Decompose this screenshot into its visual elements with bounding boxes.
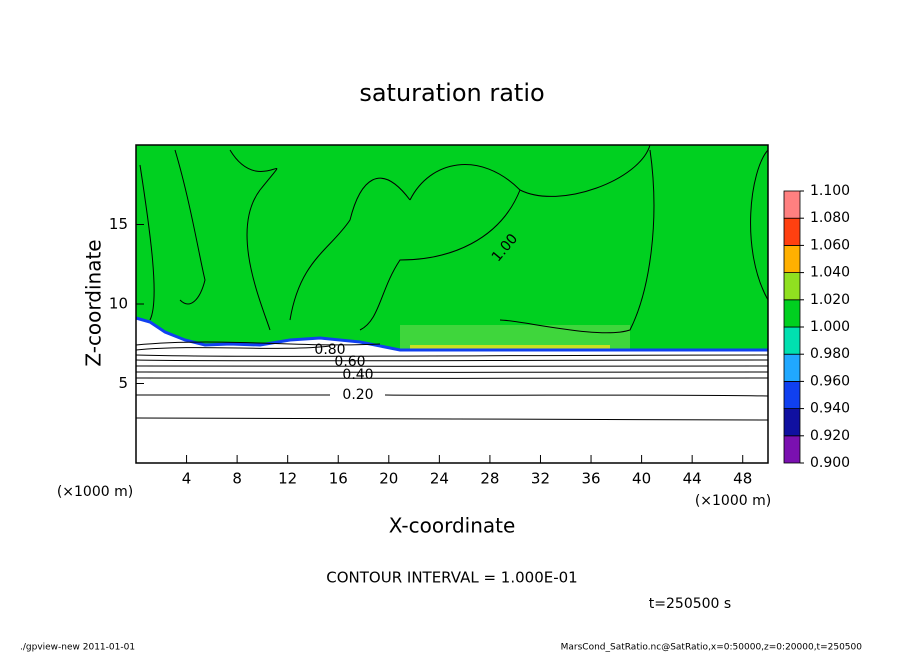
colorbar-box (783, 408, 801, 437)
colorbar-box (783, 326, 801, 355)
colorbar-box (783, 244, 801, 273)
x-tick-label: 48 (733, 470, 752, 488)
y-tick-label: 5 (118, 374, 128, 392)
field (135, 144, 769, 463)
colorbar-box (783, 190, 801, 219)
colorbar-box (783, 217, 801, 246)
x-unit: (×1000 m) (695, 493, 771, 509)
x-tick-label: 24 (430, 470, 449, 488)
chart-title: saturation ratio (359, 79, 544, 107)
colorbar-tick-label: 1.020 (810, 292, 850, 308)
y-tick-label: 15 (109, 215, 128, 233)
contour-label: 0.20 (342, 387, 373, 403)
colorbar-box (783, 353, 801, 382)
contour-line (135, 341, 769, 421)
x-tick-label: 28 (480, 470, 499, 488)
x-tick-label: 32 (531, 470, 550, 488)
time-label: t=250500 s (649, 596, 731, 612)
colorbar-tick-label: 0.960 (810, 373, 850, 389)
field-region (410, 345, 610, 351)
y-tick-label: 10 (109, 295, 128, 313)
y-axis-label: Z-coordinate (82, 239, 106, 366)
x-tick-label: 40 (632, 470, 651, 488)
colorbar-tick-label: 1.040 (810, 265, 850, 281)
colorbar-tick-label: 0.900 (810, 455, 850, 471)
contour-line (139, 144, 769, 334)
colorbar-tick-label: 0.920 (810, 428, 850, 444)
x-tick-label: 36 (581, 470, 600, 488)
colorbar-tick-label: 1.000 (810, 319, 850, 335)
contour-label: 0.40 (342, 367, 373, 383)
x-tick-label: 12 (278, 470, 297, 488)
colorbar-tick-label: 1.080 (810, 210, 850, 226)
contour-label: 0.80 (314, 342, 345, 358)
footer-right: MarsCond_SatRatio.nc@SatRatio,x=0:50000,… (561, 643, 863, 653)
x-tick-label: 44 (683, 470, 702, 488)
colorbar-box (783, 272, 801, 301)
colorbar-box (783, 435, 801, 464)
y-unit: (×1000 m) (57, 484, 133, 500)
edge (135, 316, 768, 352)
colorbar-tick-label: 1.100 (810, 183, 850, 199)
x-tick-label: 16 (329, 470, 348, 488)
colorbar-tick-label: 0.980 (810, 346, 850, 362)
colorbar-tick-label: 0.940 (810, 401, 850, 417)
x-axis-label: X-coordinate (389, 514, 516, 538)
footer-left: ./gpview-new 2011-01-01 (20, 643, 135, 653)
field-region (136, 318, 768, 463)
x-tick-label: 20 (379, 470, 398, 488)
colorbar-box (783, 299, 801, 328)
x-tick-label: 4 (182, 470, 192, 488)
contour-label: 0.60 (334, 354, 365, 370)
x-tick-label: 8 (232, 470, 242, 488)
contour-interval: CONTOUR INTERVAL = 1.000E-01 (326, 569, 577, 587)
colorbar-tick-label: 1.060 (810, 237, 850, 253)
colorbar-box (783, 380, 801, 409)
